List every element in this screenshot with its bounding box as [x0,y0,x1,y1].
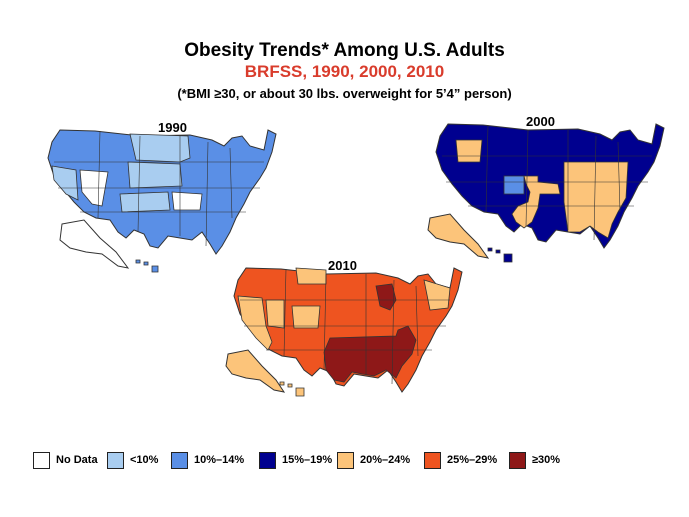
alaska-2010 [225,349,286,393]
year-label-2010: 2010 [328,258,357,273]
legend-item-25-29: 25%–29% [424,450,497,470]
orange-states-2000 [455,139,629,239]
legend-label-30-plus: ≥30% [532,454,561,466]
year-label-1990: 1990 [158,120,187,135]
map-2010 [225,267,463,397]
map-1990 [47,129,277,273]
light-states-1990 [51,133,191,213]
page-title: Obesity Trends* Among U.S. Adults [184,40,505,61]
legend-label-under-10: <10% [130,454,159,466]
legend-label-15-19: 15%–19% [282,454,333,466]
legend-label-10-14: 10%–14% [194,454,245,466]
alaska-2000 [427,213,490,259]
legend-item-under-10: <10% [107,450,158,470]
map-2000 [427,123,665,263]
hawaii-2010 [279,381,305,397]
legend-swatch-under-10 [107,451,124,469]
legend-swatch-no-data [33,451,50,469]
bmi-footnote: (*BMI ≥30, or about 30 lbs. overweight f… [177,86,512,101]
borders-1990 [54,130,264,247]
legend-item-30-plus: ≥30% [509,450,560,470]
year-label-2000: 2000 [526,114,555,129]
borders-2000 [442,124,652,241]
legend-swatch-15-19 [259,451,276,469]
legend-swatch-20-24 [337,451,354,469]
legend-item-10-14: 10%–14% [171,450,244,470]
alaska-1990 [59,219,130,269]
legend: No Data <10% 10%–14% 15%–19% 20%–24% 25%… [33,450,673,470]
legend-label-no-data: No Data [56,454,98,466]
title-block: Obesity Trends* Among U.S. Adults BRFSS,… [0,40,689,102]
white-states-1990 [79,169,203,211]
orange-light-states-2010 [237,267,451,351]
legend-swatch-25-29 [424,451,441,469]
light-blue-state-2000 [503,175,525,195]
page-subtitle: BRFSS, 1990, 2000, 2010 [244,62,445,81]
hawaii-2000 [487,247,513,263]
legend-swatch-30-plus [509,451,526,469]
legend-item-15-19: 15%–19% [259,450,332,470]
dark-red-states-2010 [323,283,417,383]
legend-label-25-29: 25%–29% [447,454,498,466]
hawaii-1990 [135,259,159,273]
legend-swatch-10-14 [171,451,188,469]
borders-2010 [240,268,450,385]
legend-item-20-24: 20%–24% [337,450,410,470]
legend-label-20-24: 20%–24% [360,454,411,466]
legend-item-no-data: No Data [33,450,98,470]
